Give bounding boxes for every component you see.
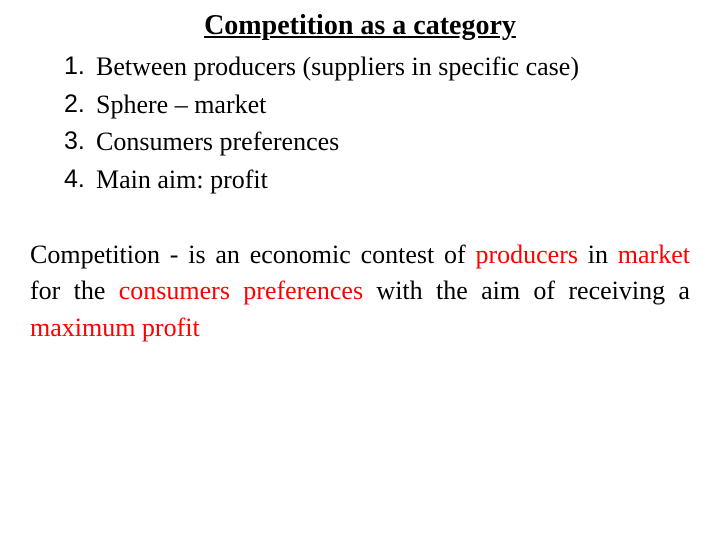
- slide-title: Competition as a category: [28, 10, 692, 42]
- list-item: 3. Consumers preferences: [64, 123, 692, 161]
- highlight-producers: producers: [475, 240, 578, 269]
- list-text: Consumers preferences: [96, 123, 339, 161]
- numbered-list: 1. Between producers (suppliers in speci…: [28, 48, 692, 199]
- highlight-maximum-profit: maximum profit: [30, 313, 200, 342]
- list-text: Main aim: profit: [96, 161, 268, 199]
- highlight-consumers-preferences: consumers preferences: [119, 276, 363, 305]
- list-item: 2. Sphere – market: [64, 86, 692, 124]
- list-number: 1.: [64, 48, 96, 86]
- definition-text: for the: [30, 276, 119, 305]
- list-item: 4. Main aim: profit: [64, 161, 692, 199]
- list-number: 3.: [64, 123, 96, 161]
- list-text: Between producers (suppliers in specific…: [96, 48, 579, 86]
- highlight-market: market: [618, 240, 690, 269]
- definition-text: Competition - is an economic contest of: [30, 240, 475, 269]
- list-number: 4.: [64, 161, 96, 199]
- list-item: 1. Between producers (suppliers in speci…: [64, 48, 692, 86]
- definition-text: with the aim of receiving a: [363, 276, 690, 305]
- list-number: 2.: [64, 86, 96, 124]
- definition-text: in: [578, 240, 618, 269]
- definition-paragraph: Competition - is an economic contest of …: [30, 237, 690, 346]
- slide: Competition as a category 1. Between pro…: [0, 0, 720, 540]
- list-text: Sphere – market: [96, 86, 266, 124]
